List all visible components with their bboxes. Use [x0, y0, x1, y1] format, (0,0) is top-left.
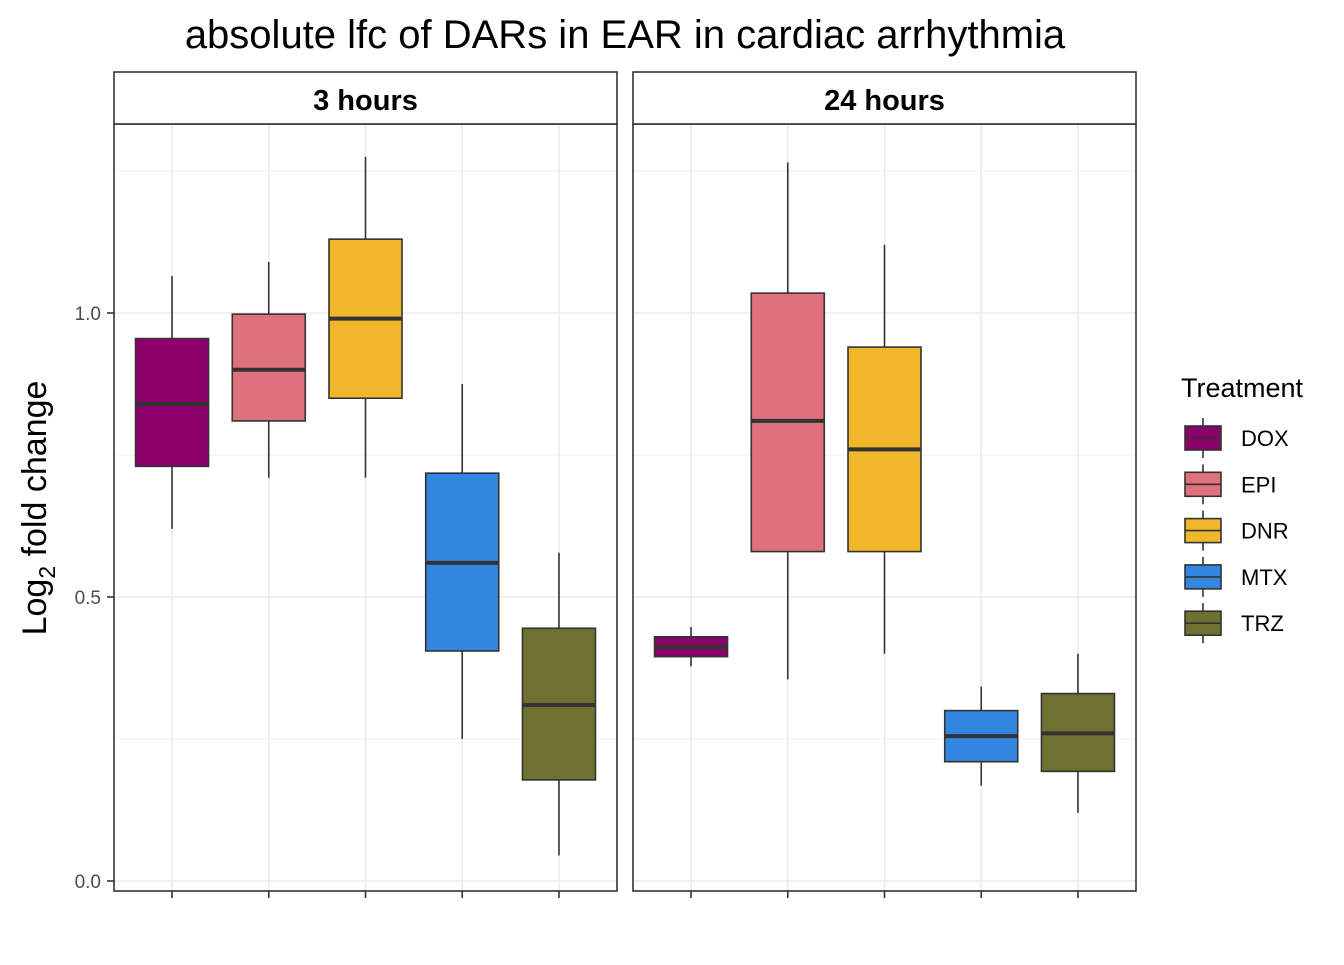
- box-dnr: [847, 244, 922, 654]
- strip-background: [632, 71, 1137, 125]
- box-body: [231, 313, 307, 422]
- legend-item-trz: TRZ: [1184, 603, 1284, 644]
- box-dnr: [328, 156, 403, 478]
- legend-label: MTX: [1241, 565, 1288, 590]
- box-epi: [231, 261, 307, 478]
- box-mtx: [424, 384, 500, 739]
- chart-title: absolute lfc of DARs in EAR in cardiac a…: [185, 13, 1066, 57]
- y-tick-label: 0.5: [75, 588, 101, 609]
- legend-label: DOX: [1241, 426, 1289, 451]
- y-axis-label-base: Log: [16, 579, 54, 636]
- box-dox: [653, 627, 729, 667]
- legend: Treatment DOX EPI DNR MTX TRZ: [1181, 373, 1304, 644]
- box-trz: [521, 552, 597, 856]
- y-axis-label: Log2 fold change: [16, 381, 60, 636]
- strip-background: [113, 71, 618, 125]
- y-axis: 0.0 0.5 1.0: [75, 304, 114, 893]
- box-dox: [134, 276, 210, 529]
- legend-label: DNR: [1241, 519, 1289, 544]
- strip-label: 24 hours: [824, 85, 945, 117]
- legend-label: TRZ: [1241, 611, 1284, 636]
- y-axis-label-rest: fold change: [16, 381, 54, 566]
- legend-item-dox: DOX: [1184, 418, 1289, 458]
- panel-0: 3 hours: [113, 71, 618, 898]
- legend-title: Treatment: [1181, 373, 1304, 403]
- y-axis-label-subscript: 2: [34, 566, 60, 579]
- box-mtx: [943, 686, 1019, 786]
- box-epi: [750, 162, 826, 680]
- y-tick-label: 1.0: [75, 304, 101, 325]
- legend-item-dnr: DNR: [1184, 510, 1289, 551]
- legend-label: EPI: [1241, 472, 1276, 497]
- y-tick-label: 0.0: [75, 872, 101, 893]
- legend-item-epi: EPI: [1184, 464, 1276, 505]
- strip-label: 3 hours: [313, 85, 418, 117]
- box-trz: [1040, 653, 1116, 813]
- panels: 3 hours 24 hours: [113, 71, 1137, 898]
- panel-1: 24 hours: [632, 71, 1137, 898]
- legend-item-mtx: MTX: [1184, 556, 1288, 597]
